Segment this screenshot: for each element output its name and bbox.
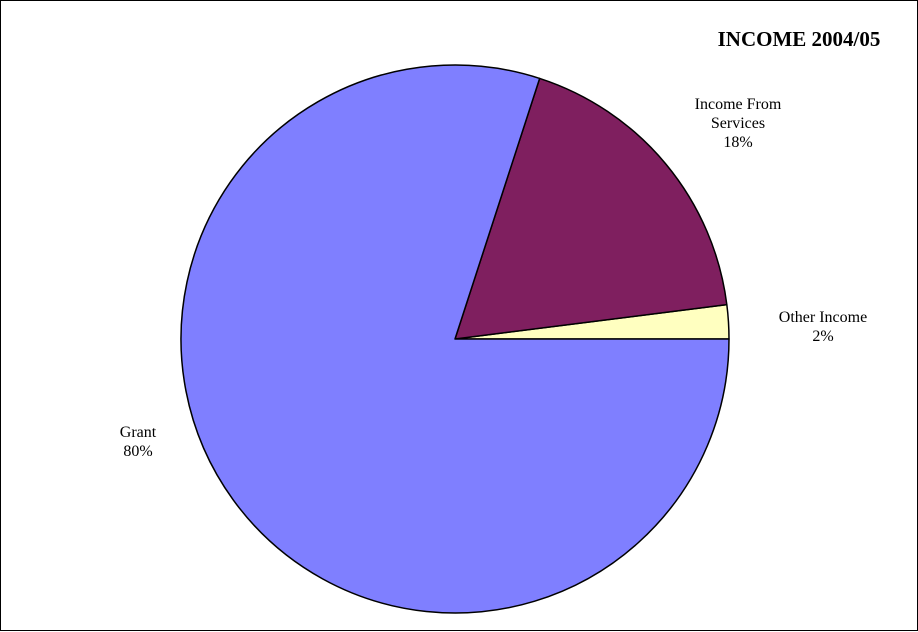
chart-title: INCOME 2004/05 <box>718 27 881 51</box>
pie-slices <box>180 64 730 614</box>
pie-slice-income-from-services <box>454 77 728 340</box>
pie-labels: Other Income 2% Income From Services 18% Gran… <box>120 96 867 460</box>
data-label-income-from-services: Income From Services 18% <box>695 96 782 151</box>
data-label-other-income: Other Income 2% <box>779 309 867 345</box>
data-label-grant: Grant 80% <box>120 424 157 460</box>
pie-slice-grant <box>180 64 730 614</box>
